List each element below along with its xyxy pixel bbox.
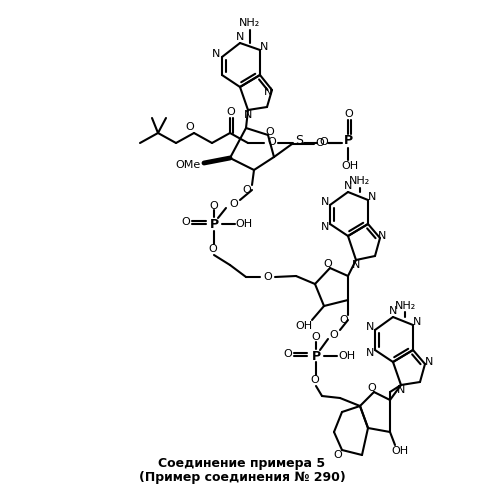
Text: N: N bbox=[366, 348, 374, 358]
Text: N: N bbox=[397, 385, 405, 395]
Text: N: N bbox=[378, 231, 386, 241]
Text: N: N bbox=[344, 181, 352, 191]
Text: P: P bbox=[311, 350, 320, 362]
Text: O: O bbox=[345, 109, 353, 119]
Text: P: P bbox=[210, 218, 219, 230]
Text: O: O bbox=[268, 137, 276, 147]
Text: OH: OH bbox=[235, 219, 253, 229]
Text: O: O bbox=[319, 137, 328, 147]
Text: O: O bbox=[182, 217, 190, 227]
Text: O: O bbox=[229, 199, 239, 209]
Text: N: N bbox=[244, 110, 252, 120]
Text: N: N bbox=[368, 192, 376, 202]
Text: O: O bbox=[311, 375, 319, 385]
Text: N: N bbox=[321, 222, 329, 232]
Text: O: O bbox=[210, 201, 218, 211]
Text: OMe: OMe bbox=[175, 160, 201, 170]
Text: (Пример соединения № 290): (Пример соединения № 290) bbox=[138, 472, 346, 484]
Text: N: N bbox=[352, 260, 360, 270]
Text: O: O bbox=[333, 450, 342, 460]
Text: NH₂: NH₂ bbox=[349, 176, 371, 186]
Text: O: O bbox=[266, 127, 274, 137]
Text: O: O bbox=[284, 349, 292, 359]
Text: O: O bbox=[340, 315, 348, 325]
Text: N: N bbox=[212, 49, 220, 59]
Text: N: N bbox=[321, 197, 329, 207]
Text: O: O bbox=[316, 138, 324, 148]
Text: N: N bbox=[236, 32, 244, 42]
Text: N: N bbox=[366, 322, 374, 332]
Text: N: N bbox=[425, 357, 433, 367]
Text: OH: OH bbox=[392, 446, 408, 456]
Text: OH: OH bbox=[341, 161, 359, 171]
Text: P: P bbox=[344, 134, 352, 147]
Text: NH₂: NH₂ bbox=[394, 301, 416, 311]
Text: O: O bbox=[209, 244, 217, 254]
Text: O: O bbox=[368, 383, 377, 393]
Text: O: O bbox=[264, 272, 272, 282]
Text: O: O bbox=[312, 332, 320, 342]
Text: S: S bbox=[295, 134, 303, 147]
Text: OH: OH bbox=[295, 321, 313, 331]
Text: OH: OH bbox=[338, 351, 356, 361]
Text: O: O bbox=[330, 330, 338, 340]
Text: O: O bbox=[242, 185, 251, 195]
Text: O: O bbox=[227, 107, 235, 117]
Text: N: N bbox=[264, 87, 272, 97]
Text: Соединение примера 5: Соединение примера 5 bbox=[158, 458, 326, 470]
Text: N: N bbox=[260, 42, 268, 52]
Text: N: N bbox=[389, 306, 397, 316]
Text: O: O bbox=[324, 259, 333, 269]
Text: N: N bbox=[413, 317, 421, 327]
Text: O: O bbox=[186, 122, 195, 132]
Text: NH₂: NH₂ bbox=[240, 18, 260, 28]
